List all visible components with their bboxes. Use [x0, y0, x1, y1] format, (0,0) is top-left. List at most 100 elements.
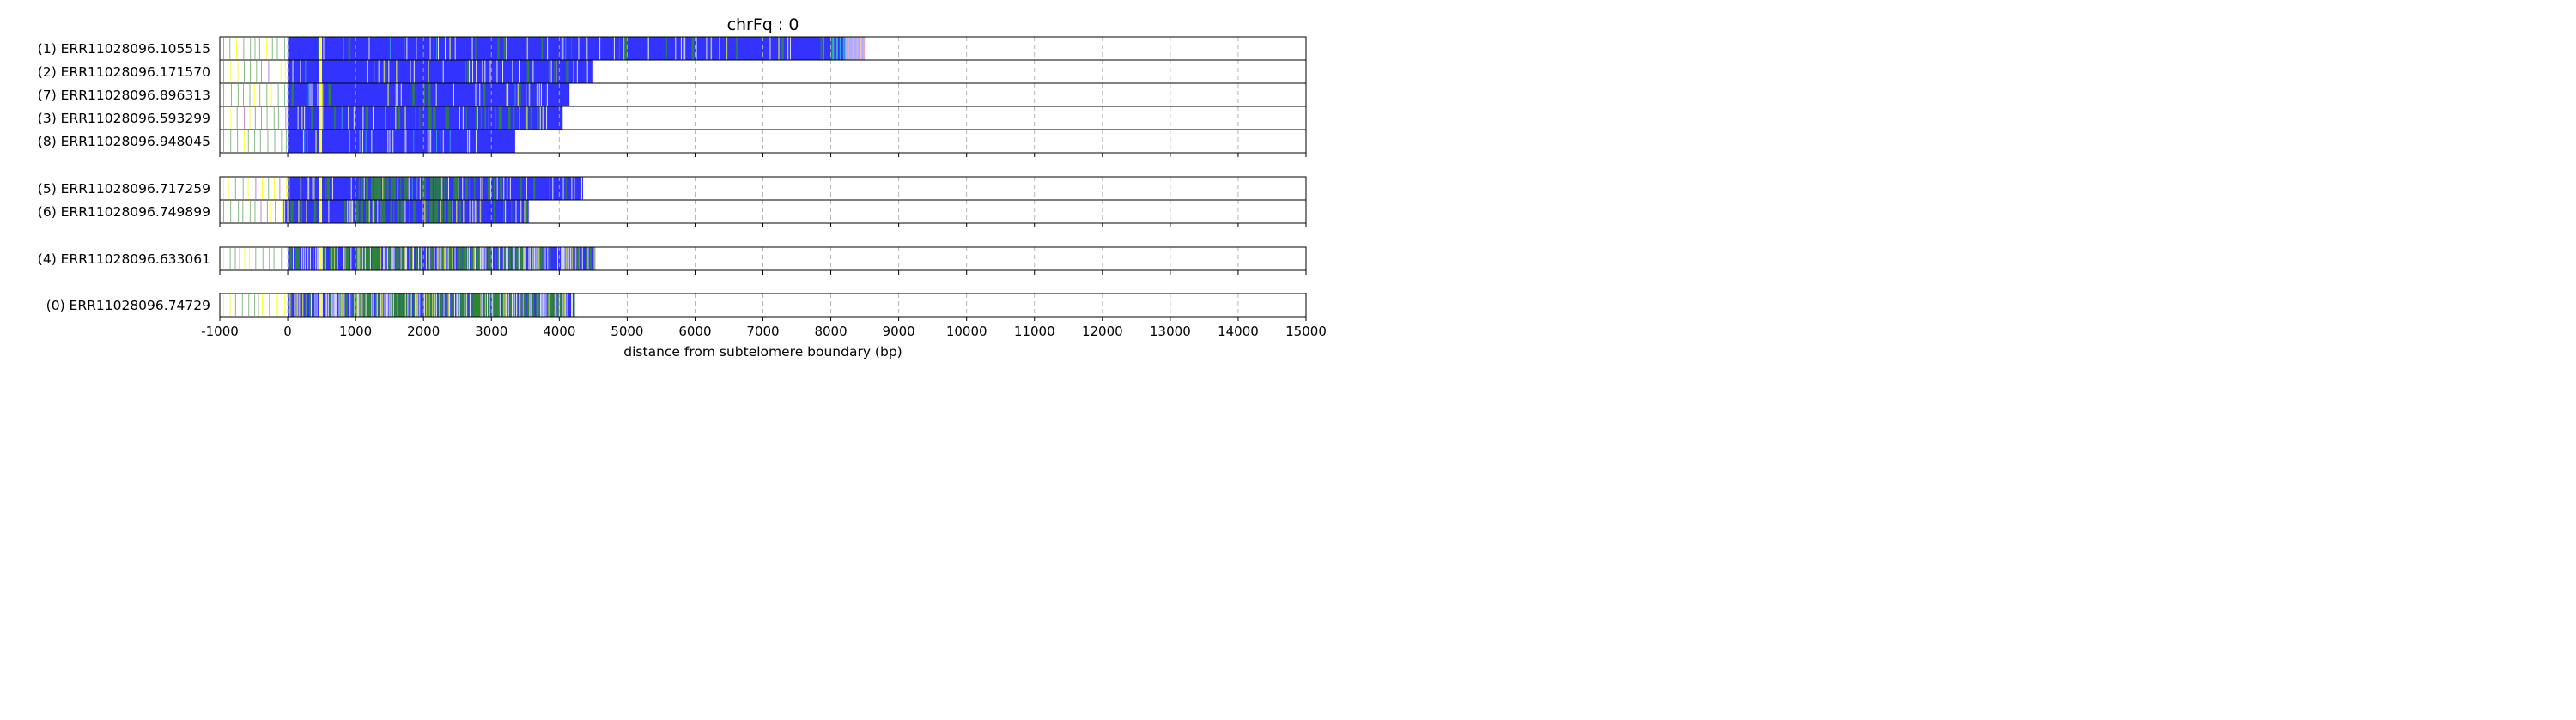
variant-stripe	[506, 37, 507, 60]
variant-stripe	[536, 293, 538, 317]
subtelomere-mark	[237, 84, 239, 106]
variant-stripe	[398, 247, 400, 270]
variant-stripe	[288, 177, 290, 200]
read-label: (0) ERR11028096.74729	[46, 298, 210, 313]
variant-stripe	[490, 247, 492, 270]
variant-stripe	[325, 177, 327, 200]
variant-stripe	[587, 247, 589, 270]
subtelomere-mark	[237, 61, 239, 82]
variant-stripe	[445, 293, 447, 317]
variant-stripe	[399, 293, 403, 317]
variant-stripe	[307, 177, 308, 200]
variant-stripe	[392, 247, 394, 270]
variant-stripe	[565, 293, 567, 317]
variant-stripe	[504, 247, 506, 270]
variant-stripe	[444, 200, 447, 223]
variant-stripe	[440, 293, 443, 317]
subtelomere-mark	[249, 201, 251, 222]
variant-stripe	[357, 293, 359, 317]
variant-stripe	[447, 106, 449, 130]
variant-stripe	[506, 83, 507, 106]
subtelomere-mark	[230, 201, 232, 222]
variant-stripe	[355, 293, 358, 317]
subtelomere-mark	[222, 248, 224, 269]
variant-stripe	[397, 293, 399, 317]
variant-stripe	[374, 247, 377, 270]
variant-stripe	[378, 293, 380, 317]
variant-stripe	[417, 293, 419, 317]
variant-stripe	[368, 37, 370, 60]
variant-stripe	[397, 83, 398, 106]
variant-stripe	[389, 130, 391, 153]
subtelomere-mark	[244, 107, 246, 129]
variant-stripe	[318, 247, 319, 270]
subtelomere-mark	[266, 107, 268, 129]
variant-stripe	[352, 200, 354, 223]
variant-stripe	[388, 60, 390, 83]
variant-stripe	[461, 247, 463, 270]
variant-stripe	[485, 293, 488, 317]
subtelomere-mark	[266, 201, 268, 222]
variant-stripe	[322, 247, 324, 270]
variant-stripe	[393, 177, 397, 200]
variant-stripe	[510, 293, 513, 317]
variant-stripe	[307, 83, 309, 106]
variant-stripe	[343, 247, 344, 270]
variant-stripe	[371, 293, 373, 317]
subtelomere-mark	[270, 201, 272, 222]
subtelomere-mark	[243, 38, 245, 59]
variant-stripe	[387, 83, 389, 106]
variant-stripe	[519, 293, 521, 317]
tick-label: 9000	[883, 324, 915, 339]
subtelomere-mark	[244, 248, 246, 269]
variant-stripe	[374, 200, 375, 223]
variant-stripe	[454, 247, 456, 270]
variant-stripe	[380, 293, 382, 317]
variant-stripe	[560, 293, 563, 317]
tick-label: 11000	[1014, 324, 1055, 339]
variant-stripe	[532, 247, 534, 270]
variant-stripe	[302, 130, 304, 153]
variant-stripe	[461, 293, 463, 317]
variant-stripe	[315, 247, 317, 270]
variant-stripe	[388, 247, 391, 270]
variant-stripe	[537, 247, 538, 270]
variant-stripe	[436, 247, 438, 270]
subtelomere-mark	[286, 178, 288, 199]
read-label: (5) ERR11028096.717259	[38, 181, 210, 197]
variant-stripe	[530, 106, 532, 130]
variant-stripe	[683, 37, 684, 60]
variant-stripe	[484, 106, 486, 130]
variant-stripe	[380, 200, 384, 223]
variant-stripe	[307, 247, 309, 270]
variant-stripe	[538, 247, 540, 270]
variant-stripe	[420, 247, 422, 270]
variant-stripe	[390, 200, 392, 223]
subtelomere-mark	[248, 294, 250, 316]
variant-stripe	[384, 247, 386, 270]
variant-stripe	[501, 177, 503, 200]
variant-stripe	[548, 60, 550, 83]
variant-stripe	[309, 247, 311, 270]
variant-stripe	[435, 130, 437, 153]
variant-stripe	[357, 247, 359, 270]
variant-stripe	[342, 293, 343, 317]
variant-stripe	[571, 177, 573, 200]
read-label: (4) ERR11028096.633061	[38, 251, 210, 267]
variant-stripe	[435, 293, 437, 317]
subtelomere-mark	[274, 130, 276, 152]
variant-stripe	[380, 247, 382, 270]
variant-stripe	[401, 247, 404, 270]
variant-stripe	[423, 293, 425, 317]
variant-stripe	[355, 247, 360, 270]
variant-stripe	[468, 247, 470, 270]
variant-stripe	[314, 293, 316, 317]
variant-stripe	[325, 293, 326, 317]
variant-stripe	[350, 247, 352, 270]
subtelomere-mark	[247, 130, 249, 152]
variant-stripe	[561, 247, 562, 270]
variant-stripe	[474, 293, 477, 317]
variant-stripe	[313, 200, 317, 223]
variant-stripe	[333, 293, 335, 317]
variant-stripe	[396, 60, 398, 83]
